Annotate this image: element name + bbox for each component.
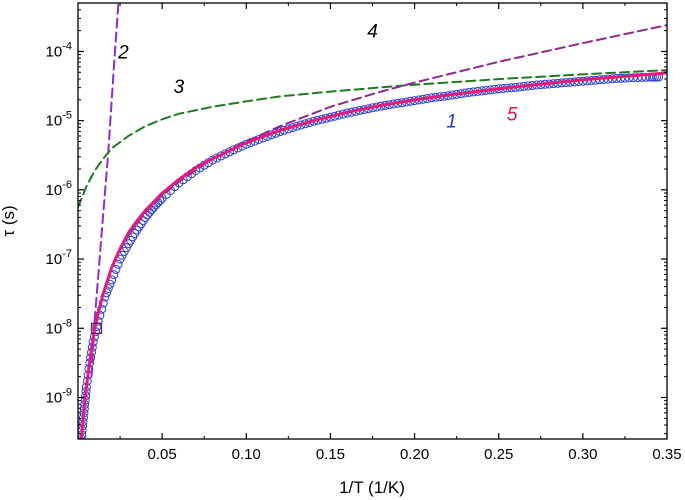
curve-label-4: 4	[367, 22, 378, 43]
y-tick-label: 10-5	[46, 110, 72, 130]
series-3-line	[78, 69, 667, 209]
series-1-point	[134, 222, 144, 232]
x-tick-label: 0.35	[652, 446, 681, 463]
x-tick-label: 0.05	[148, 446, 177, 463]
series-1-point	[624, 73, 634, 83]
series-1-markers	[78, 72, 664, 439]
x-tick-label: 0.10	[232, 446, 261, 463]
y-tick-label: 10-6	[46, 179, 72, 199]
curve-label-5: 5	[507, 105, 518, 126]
series-layer	[78, 3, 667, 439]
x-tick-label: 0.20	[400, 446, 429, 463]
y-tick-label: 10-9	[46, 386, 72, 406]
highlight-square-marker	[90, 322, 103, 334]
curve-label-1: 1	[446, 112, 457, 133]
series-5-line	[79, 71, 667, 439]
plot-frame	[77, 2, 668, 440]
y-tick-label: 10-8	[46, 317, 72, 337]
x-tick-label: 0.30	[568, 446, 597, 463]
y-tick-label: 10-4	[46, 40, 72, 60]
curve-label-3: 3	[174, 77, 185, 98]
x-tick-label: 0.15	[316, 446, 345, 463]
y-tick-label: 10-7	[46, 248, 72, 268]
series-1-point	[628, 73, 638, 83]
series-2-line	[90, 3, 120, 378]
x-axis-title: 1/T (1/K)	[339, 478, 405, 497]
axis-ticks: 0.05 0.10 0.15 0.20 0.25 0.30 0.35 10-9 10-8 10-7…	[46, 2, 682, 463]
y-axis-title: τ (s)	[0, 205, 18, 236]
curve-labels: 1 2 3 4 5	[117, 22, 518, 133]
x-tick-label: 0.25	[484, 446, 513, 463]
curve-label-2: 2	[117, 42, 129, 63]
series-4-line	[127, 24, 667, 236]
